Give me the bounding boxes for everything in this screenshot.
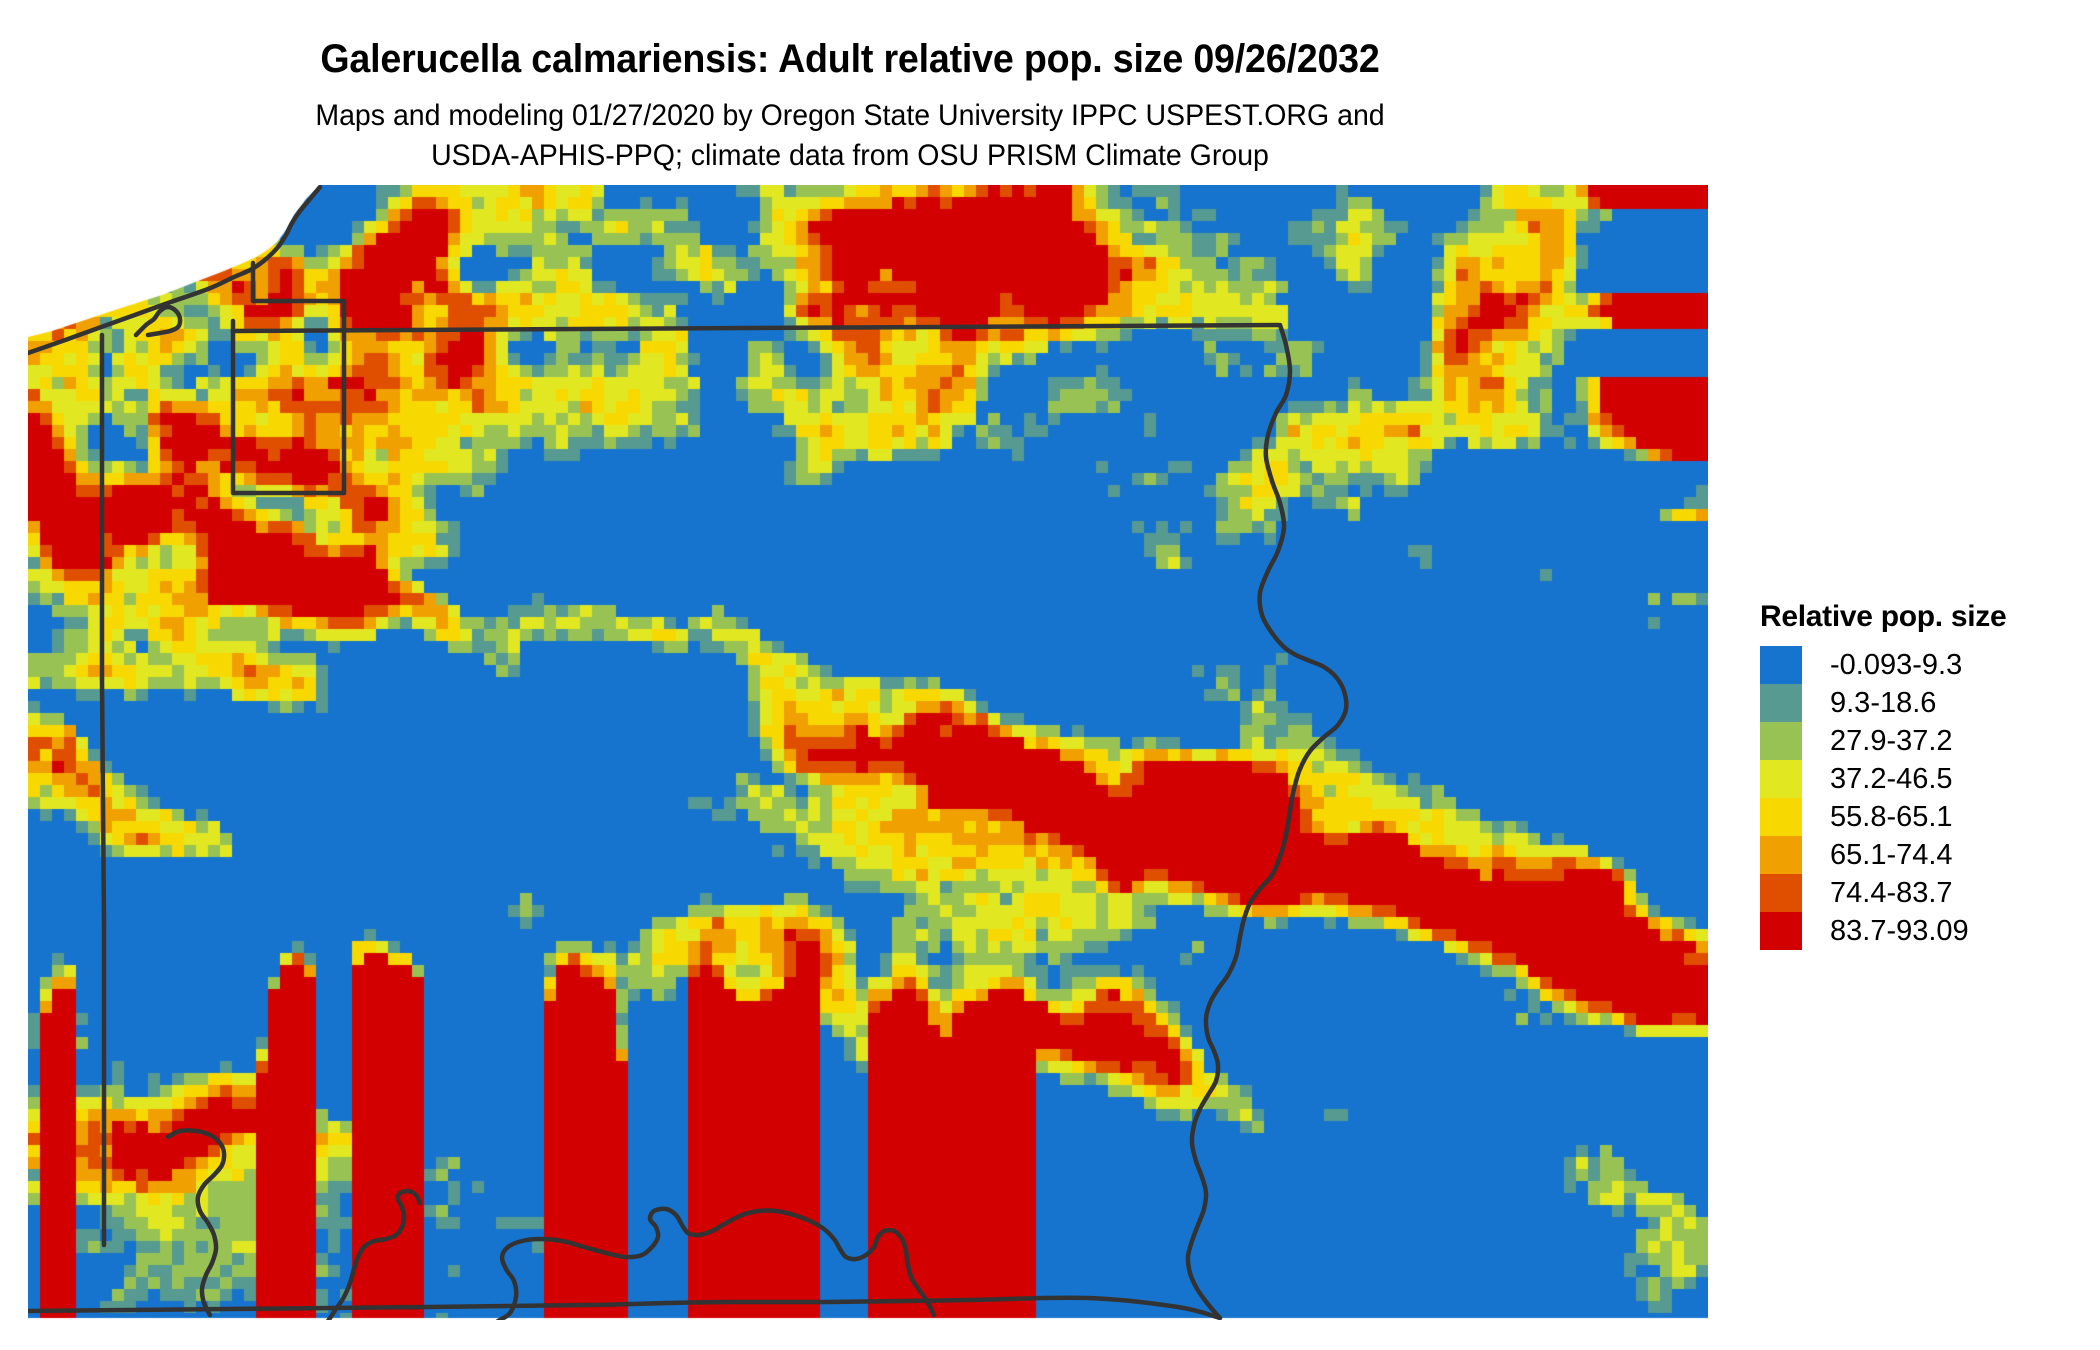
legend-label: 65.1-74.4	[1830, 838, 1953, 871]
legend-item: 74.4-83.7	[1760, 874, 2090, 912]
legend-label: -0.093-9.3	[1830, 648, 1963, 681]
legend-color-swatch	[1760, 836, 1802, 874]
legend-item: 37.2-46.5	[1760, 760, 2090, 798]
legend-item: 9.3-18.6	[1760, 684, 2090, 722]
legend-item: 55.8-65.1	[1760, 798, 2090, 836]
legend-item: -0.093-9.3	[1760, 646, 2090, 684]
legend-label: 74.4-83.7	[1830, 876, 1953, 909]
legend-item: 65.1-74.4	[1760, 836, 2090, 874]
legend-color-swatch	[1760, 912, 1802, 950]
legend-item: 27.9-37.2	[1760, 722, 2090, 760]
page-subtitle: Maps and modeling 01/27/2020 by Oregon S…	[43, 96, 1658, 176]
raster-heatmap	[28, 185, 1708, 1320]
legend-color-swatch	[1760, 874, 1802, 912]
map-canvas-container	[28, 185, 1708, 1320]
legend-label: 9.3-18.6	[1830, 686, 1937, 719]
legend-color-swatch	[1760, 798, 1802, 836]
page-title: Galerucella calmariensis: Adult relative…	[320, 37, 1380, 81]
subtitle-line-1: Maps and modeling 01/27/2020 by Oregon S…	[315, 99, 1385, 132]
legend-label: 83.7-93.09	[1830, 914, 1969, 947]
legend-color-swatch	[1760, 646, 1802, 684]
subtitle-line-2: USDA-APHIS-PPQ; climate data from OSU PR…	[431, 138, 1269, 172]
legend-color-swatch	[1760, 722, 1802, 760]
legend-label: 27.9-37.2	[1830, 724, 1953, 757]
legend-item-list: -0.093-9.3 9.3-18.6 27.9-37.2 37.2-46.5 55.8…	[1760, 646, 2090, 950]
legend-title: Relative pop. size	[1760, 600, 2007, 633]
legend: Relative pop. size -0.093-9.3 9.3-18.6 27.…	[1760, 600, 2090, 950]
legend-item: 83.7-93.09	[1760, 912, 2090, 950]
header: Galerucella calmariensis: Adult relative…	[0, 0, 1700, 176]
legend-label: 55.8-65.1	[1830, 800, 1953, 833]
legend-color-swatch	[1760, 684, 1802, 722]
legend-label: 37.2-46.5	[1830, 762, 1953, 795]
legend-color-swatch	[1760, 760, 1802, 798]
